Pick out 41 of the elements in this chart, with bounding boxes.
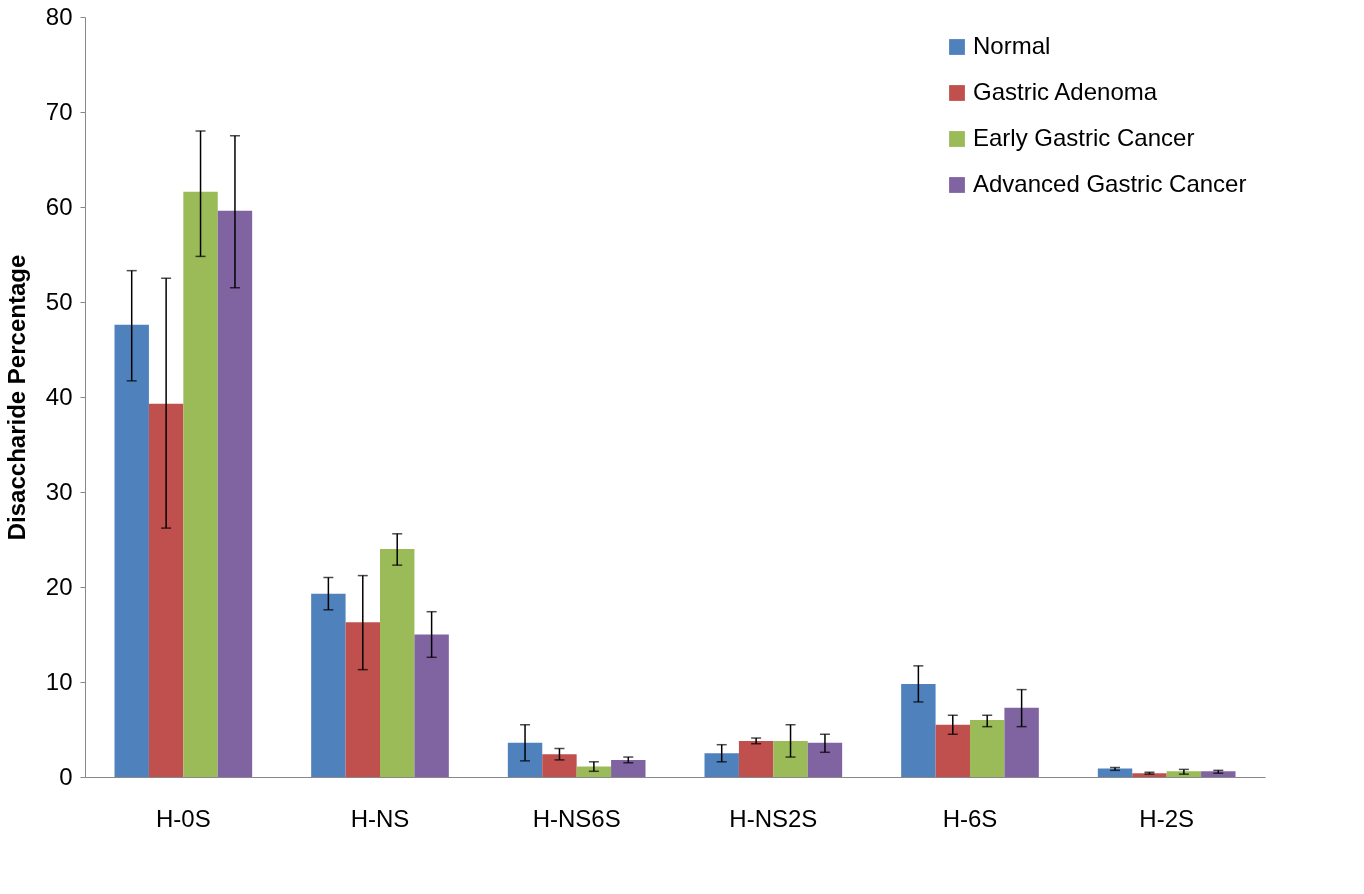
y-tick-label: 30 xyxy=(45,477,73,505)
bar xyxy=(738,740,774,777)
y-tick-label: 10 xyxy=(45,667,73,695)
bar xyxy=(807,742,843,777)
x-tick-label: H-NS xyxy=(350,804,410,832)
bar xyxy=(148,403,184,777)
y-tick-label: 60 xyxy=(45,192,73,220)
bar xyxy=(773,740,808,777)
x-tick-label: H-0S xyxy=(155,804,211,832)
y-tick-label: 80 xyxy=(45,2,73,30)
bar xyxy=(380,549,415,777)
legend-label: Gastric Adenoma xyxy=(973,78,1158,105)
bar xyxy=(345,622,380,777)
x-tick-label: H-NS6S xyxy=(532,804,621,832)
bar xyxy=(217,210,253,777)
x-tick-label: H-2S xyxy=(1139,804,1195,832)
bar xyxy=(1004,707,1039,777)
bar xyxy=(414,634,449,777)
legend-label: Advanced Gastric Cancer xyxy=(973,170,1247,197)
y-tick-label: 70 xyxy=(45,97,73,125)
legend-label: Normal xyxy=(973,32,1051,59)
y-tick-label: 40 xyxy=(45,382,73,410)
bar xyxy=(704,753,739,777)
bar xyxy=(542,754,577,777)
legend-label: Early Gastric Cancer xyxy=(973,124,1195,151)
y-axis-title: Disaccharide Percentage xyxy=(2,254,30,541)
y-tick-label: 0 xyxy=(59,762,73,790)
bar xyxy=(183,191,218,777)
bar xyxy=(114,324,149,777)
bar xyxy=(507,742,543,777)
x-tick-label: H-6S xyxy=(942,804,998,832)
bar xyxy=(935,724,970,777)
x-tick-label: H-NS2S xyxy=(729,804,818,832)
bar xyxy=(576,766,612,777)
bar xyxy=(311,593,346,777)
bar xyxy=(901,683,936,777)
bar xyxy=(1097,768,1133,777)
bar xyxy=(611,759,646,777)
y-tick-label: 20 xyxy=(45,572,73,600)
bar xyxy=(970,720,1005,777)
y-tick-label: 50 xyxy=(45,287,73,315)
